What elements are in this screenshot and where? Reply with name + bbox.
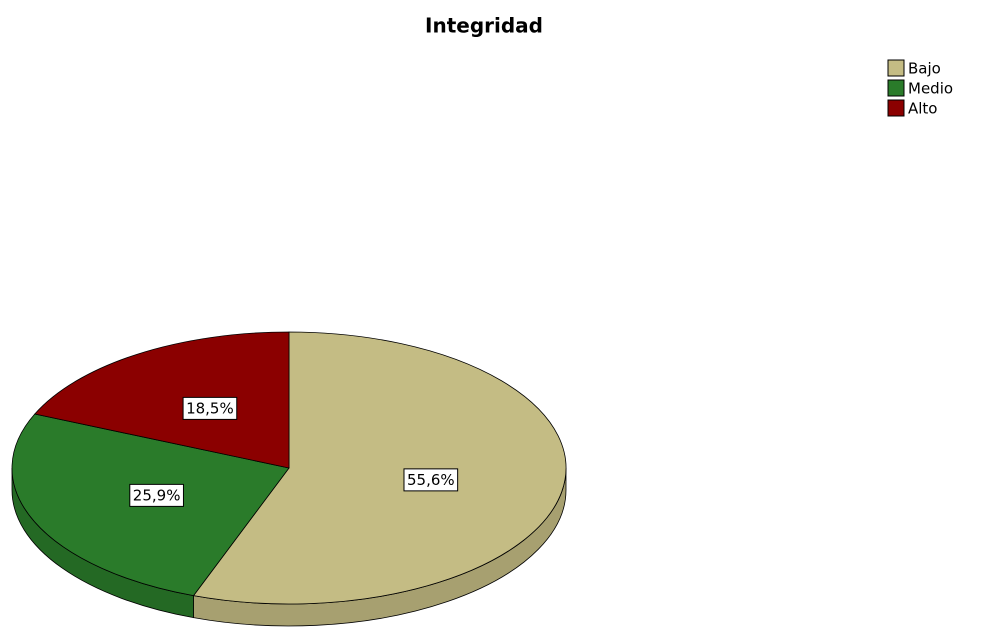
legend-swatch [887, 59, 905, 77]
data-label-box [182, 396, 238, 420]
data-label-text: 18,5% [186, 399, 234, 417]
slice [192, 331, 567, 605]
legend-swatch [887, 79, 905, 97]
data-label: 55,6% [403, 468, 459, 492]
data-label-box [129, 483, 184, 507]
slice [34, 331, 290, 469]
legend-label: Bajo [908, 60, 941, 78]
chart-title: Integridad [425, 14, 543, 38]
legend-swatch [887, 99, 905, 117]
data-label: 25,9% [129, 483, 184, 507]
legend-label: Medio [908, 80, 953, 98]
data-label-text: 25,9% [133, 486, 181, 504]
data-label-box [403, 468, 459, 492]
data-label: 18,5% [182, 396, 238, 420]
legend-label: Alto [908, 100, 938, 118]
data-label-text: 55,6% [407, 471, 455, 489]
